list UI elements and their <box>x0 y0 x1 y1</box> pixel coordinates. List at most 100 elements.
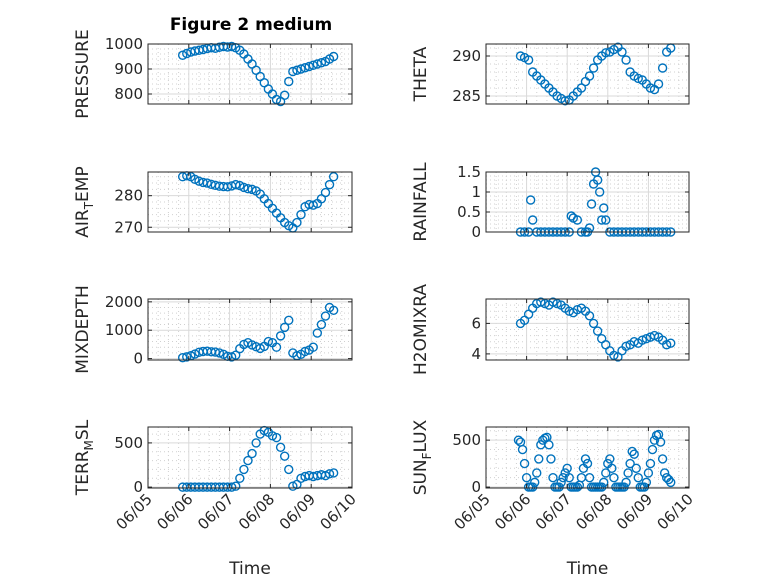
y-axis-label-subscript: T <box>82 201 96 210</box>
data-point <box>552 298 562 309</box>
data-point <box>580 76 591 87</box>
data-point <box>637 335 648 345</box>
data-point <box>523 55 534 65</box>
data-point <box>625 458 635 469</box>
y-axis-label-subscript: M <box>82 440 96 450</box>
data-point <box>607 463 617 473</box>
data-point <box>328 305 339 316</box>
y-axis-label-main: PRESSURE <box>73 29 93 118</box>
data-point <box>580 454 591 464</box>
data-point <box>601 48 611 58</box>
data-point <box>548 472 558 483</box>
y-axis-label-main: H2OMIXRA <box>411 284 431 375</box>
data-point <box>515 437 526 447</box>
data-point <box>599 203 609 213</box>
grid <box>485 44 690 105</box>
data-point <box>527 215 538 225</box>
y-tick-label: 1000 <box>105 35 143 53</box>
data-point <box>182 352 192 362</box>
data-point <box>328 51 339 62</box>
series-markers <box>513 429 676 492</box>
x-tick-label: 06/08 <box>572 490 615 533</box>
axes-box <box>485 171 690 233</box>
x-tick-label: 06/05 <box>451 490 494 533</box>
series-markers <box>177 425 339 492</box>
data-point <box>316 58 327 68</box>
data-point <box>655 437 666 447</box>
data-point <box>629 449 639 459</box>
data-point <box>556 477 566 488</box>
data-point <box>594 187 605 197</box>
data-point <box>279 322 290 333</box>
data-point <box>226 482 237 492</box>
data-point <box>572 482 583 492</box>
data-point <box>271 432 282 443</box>
data-point <box>633 73 643 84</box>
data-point <box>515 51 526 61</box>
subplot-rainfall: 0 0.5 1 1.5 RAINFALL <box>411 162 690 242</box>
series-markers <box>515 167 676 237</box>
data-point <box>645 458 656 469</box>
y-axis-label-tail: SL <box>73 419 93 440</box>
y-tick-label: 0 <box>133 478 143 496</box>
subplot-mixdepth: 0 1000 2000 MIXDEPTH <box>73 285 353 374</box>
data-point <box>546 454 556 464</box>
data-point <box>647 444 658 455</box>
data-point <box>292 65 302 75</box>
data-point <box>222 182 233 192</box>
data-point <box>312 59 323 69</box>
data-point <box>525 195 536 205</box>
series-markers <box>177 302 339 363</box>
data-point <box>300 346 310 357</box>
data-point <box>641 477 652 488</box>
series-markers <box>515 297 676 362</box>
axes-box <box>147 171 353 233</box>
y-axis-label-main: MIXDEPTH <box>73 285 93 374</box>
axes-box <box>147 426 353 489</box>
data-point <box>641 333 652 344</box>
x-tick-label: 06/10 <box>317 490 360 533</box>
series-markers <box>177 41 339 107</box>
y-axis-label-main: TERR <box>73 450 93 496</box>
y-tick-label: 280 <box>114 187 143 205</box>
series-markers <box>515 42 676 106</box>
data-point <box>288 66 298 77</box>
data-point <box>214 348 225 358</box>
axes-box <box>147 43 353 105</box>
data-point <box>231 481 241 491</box>
y-axis-label: THETA <box>411 46 431 102</box>
data-point <box>312 328 323 338</box>
data-point <box>534 454 544 464</box>
y-tick-label: 2000 <box>105 293 143 311</box>
data-point <box>320 311 331 321</box>
data-point <box>619 482 629 492</box>
data-point <box>657 454 668 464</box>
y-tick-label: 0 <box>471 478 481 496</box>
data-point <box>599 477 609 488</box>
data-point <box>621 477 631 488</box>
data-point <box>247 184 257 195</box>
data-point <box>517 444 528 455</box>
data-point <box>588 63 599 73</box>
data-point <box>275 442 286 453</box>
y-axis-label: MIXDEPTH <box>73 285 93 374</box>
y-axis-label-main: RAINFALL <box>411 162 431 242</box>
subplot-theta: 285 290 THETA <box>411 42 690 106</box>
data-point <box>275 331 286 341</box>
data-point <box>324 469 335 479</box>
y-axis-label-main: THETA <box>411 46 431 102</box>
data-point <box>617 47 627 57</box>
data-point <box>328 468 339 478</box>
y-axis-label: PRESSURE <box>73 29 93 118</box>
data-point <box>592 175 603 185</box>
y-axis-label-main: SUN <box>411 459 431 495</box>
data-point <box>231 179 241 190</box>
data-point <box>631 463 641 473</box>
data-point <box>621 55 631 65</box>
data-point <box>544 440 554 450</box>
x-tick-label: 06/07 <box>532 490 575 533</box>
data-point <box>328 172 339 182</box>
subplot-pressure: 800 900 1000 PRESSURE <box>73 29 353 119</box>
data-point <box>231 350 241 360</box>
